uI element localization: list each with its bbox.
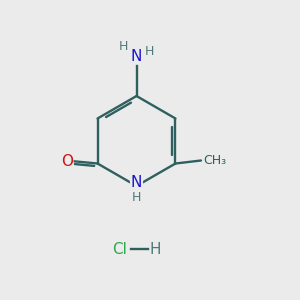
Text: H: H [118, 40, 128, 53]
Text: CH₃: CH₃ [203, 154, 226, 167]
Text: H: H [132, 191, 141, 204]
Text: O: O [61, 154, 73, 169]
Text: N: N [131, 175, 142, 190]
Text: H: H [150, 242, 161, 256]
Text: H: H [144, 45, 154, 58]
Text: Cl: Cl [112, 242, 128, 256]
Text: N: N [131, 49, 142, 64]
